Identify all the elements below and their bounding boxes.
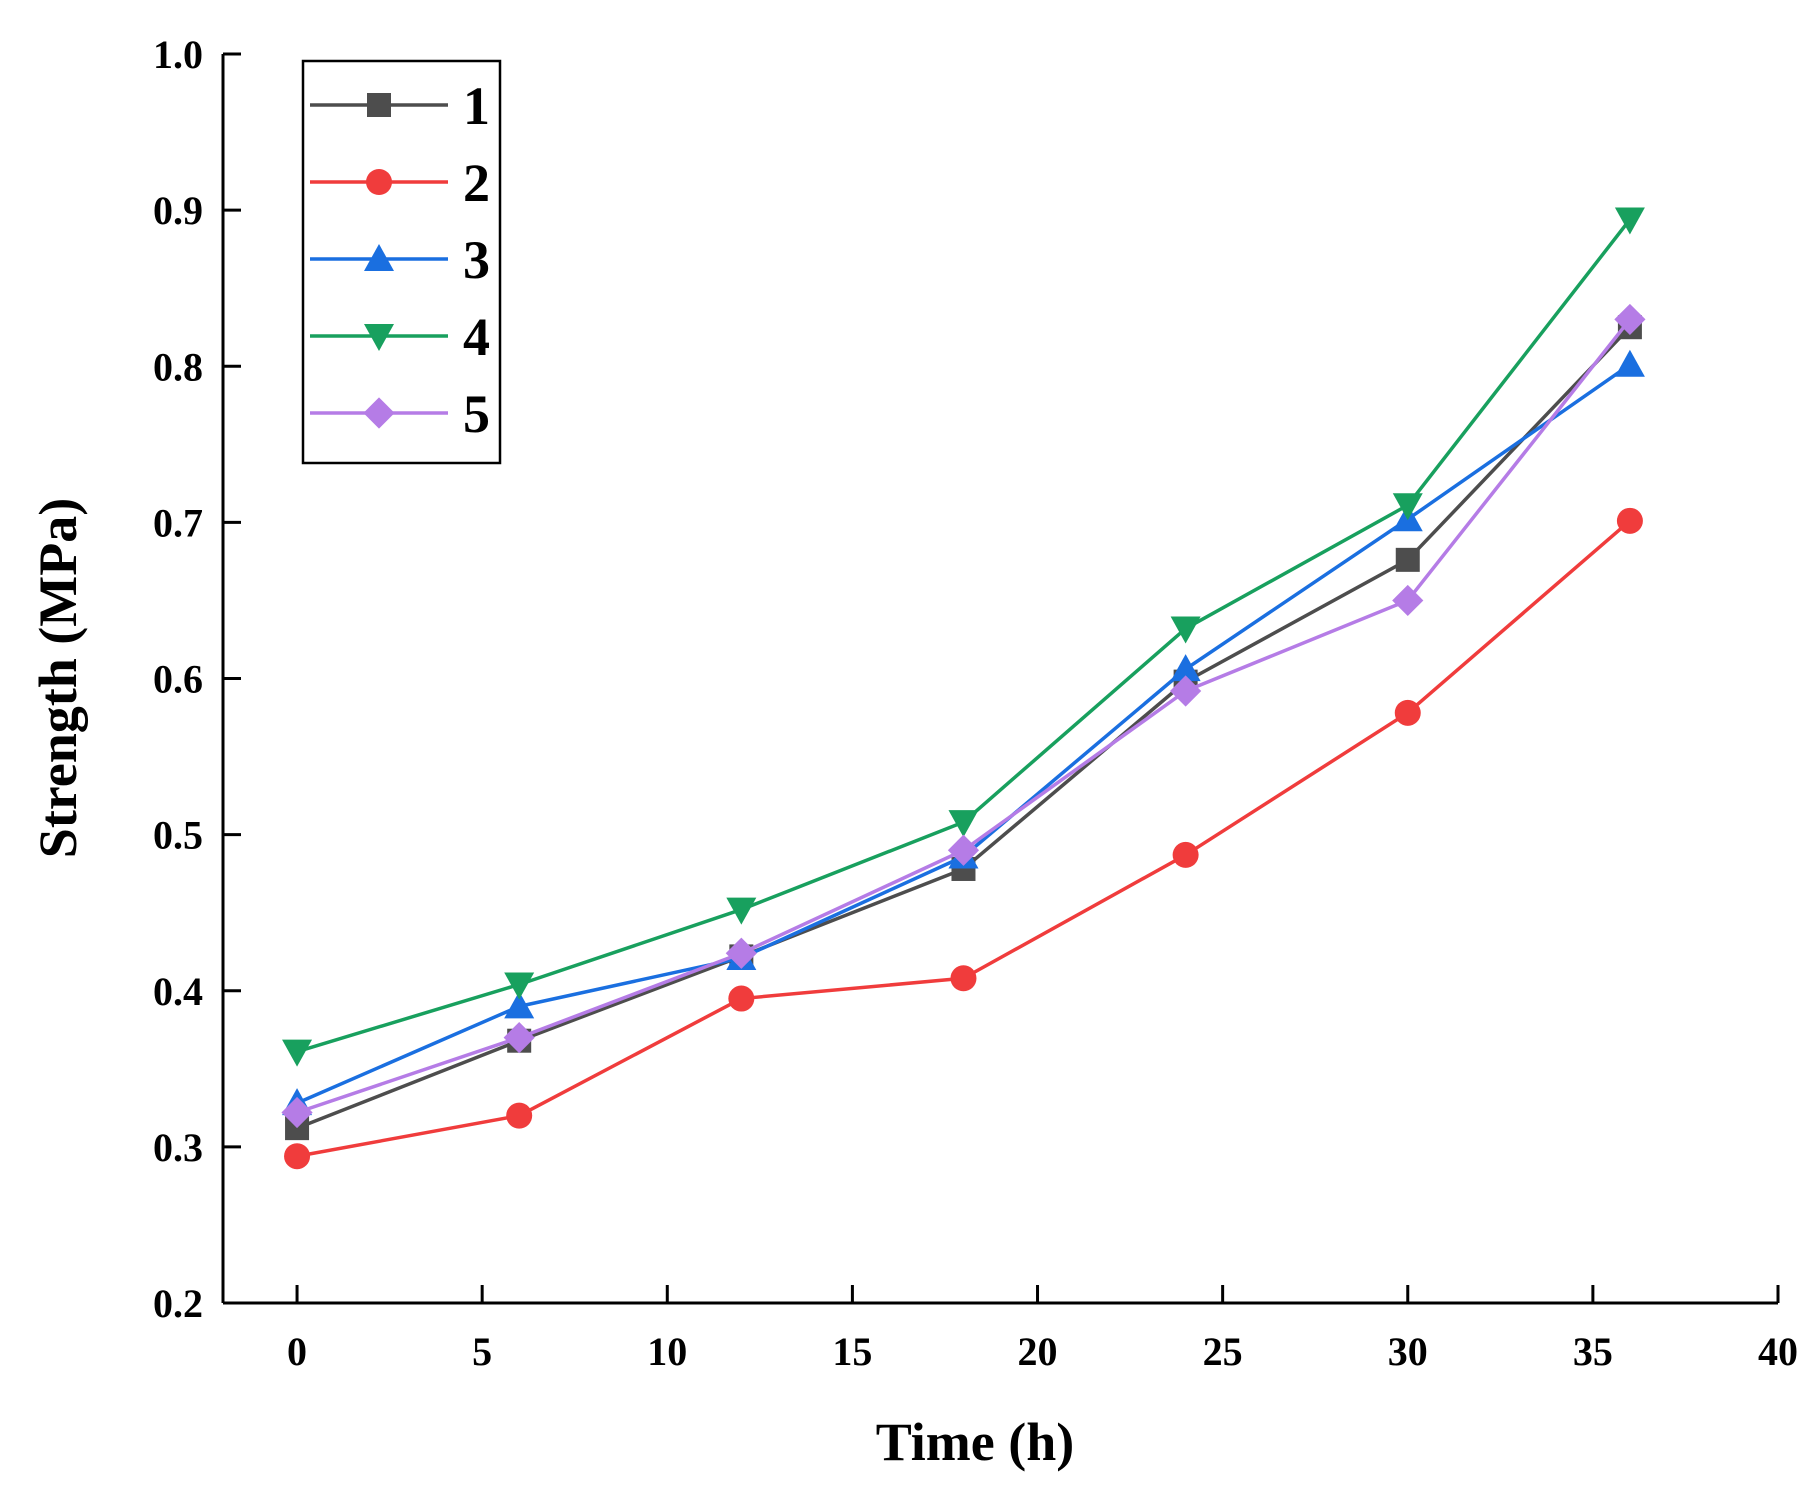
legend-item-5: 5 [310, 384, 490, 444]
series-4 [282, 207, 1645, 1067]
series-3-point [504, 991, 535, 1019]
series-2 [284, 507, 1643, 1170]
y-tick-label: 0.5 [153, 813, 203, 858]
series-4-point [1614, 207, 1645, 235]
series-4-point [1170, 616, 1201, 644]
series-5-point [1170, 675, 1202, 707]
series-5-point [1392, 584, 1424, 617]
series-5-point [725, 937, 757, 969]
series-3-point [1614, 349, 1645, 377]
series-4-point [948, 810, 979, 838]
series-5-point [503, 1021, 535, 1054]
legend-marker [364, 324, 394, 351]
legend-marker [366, 169, 392, 195]
y-tick-label: 0.2 [153, 1281, 203, 1326]
series-4-point [1392, 493, 1423, 521]
legend-item-4: 4 [310, 307, 490, 367]
y-tick-label: 1.0 [153, 32, 203, 77]
legend-label: 2 [463, 153, 490, 213]
series-layer [281, 207, 1646, 1170]
x-tick-label: 10 [647, 1329, 687, 1374]
x-tick-label: 40 [1758, 1329, 1798, 1374]
series-5-point [1614, 303, 1646, 336]
y-tick-label: 0.8 [153, 344, 203, 389]
x-tick-label: 30 [1388, 1329, 1428, 1374]
legend-marker [364, 244, 394, 271]
legend-box [301, 59, 502, 465]
series-2-point [1394, 699, 1421, 726]
series-2-point [728, 985, 755, 1012]
legend-label: 5 [463, 384, 490, 444]
y-tick-label: 0.4 [153, 969, 203, 1014]
series-2-point [950, 965, 977, 992]
y-tick-label: 0.9 [153, 188, 203, 233]
x-tick-label: 25 [1203, 1329, 1243, 1374]
legend-item-2: 2 [310, 153, 490, 213]
x-axis-title: Time (h) [876, 1412, 1075, 1472]
series-5 [281, 303, 1646, 1129]
series-3-point [1170, 654, 1201, 682]
x-tick-label: 15 [832, 1329, 872, 1374]
y-tick-label: 0.7 [153, 500, 203, 545]
legend-item-1: 1 [310, 76, 490, 136]
legend-item-3: 3 [310, 230, 490, 290]
series-2-point [1172, 841, 1199, 868]
legend-label: 3 [463, 230, 490, 290]
y-tick-label: 0.6 [153, 657, 203, 702]
y-axis-title: Strength (MPa) [28, 498, 88, 858]
x-tick-label: 5 [472, 1329, 492, 1374]
series-1-point [1395, 547, 1420, 572]
series-4-point [282, 1039, 313, 1067]
series-5-point [947, 834, 980, 866]
legend-marker [363, 397, 395, 429]
series-2-point [506, 1102, 533, 1129]
x-tick-label: 20 [1018, 1329, 1058, 1374]
legend: 1 2 3 4 5 [301, 59, 502, 465]
x-tick-label: 35 [1573, 1329, 1613, 1374]
series-4-point [504, 972, 535, 1000]
x-tick-label: 0 [287, 1329, 307, 1374]
legend-label: 4 [463, 307, 490, 367]
series-2-point [284, 1143, 311, 1170]
series-2-point [1616, 507, 1643, 534]
legend-label: 1 [463, 76, 490, 136]
series-5-point [281, 1096, 313, 1129]
series-4-point [726, 897, 757, 925]
ticks-layer: 0 5 10 15 20 25 30 35 400.20.30.40.50.60.70.80.9… [153, 32, 1798, 1374]
legend-marker [367, 93, 391, 117]
y-tick-label: 0.3 [153, 1125, 203, 1170]
